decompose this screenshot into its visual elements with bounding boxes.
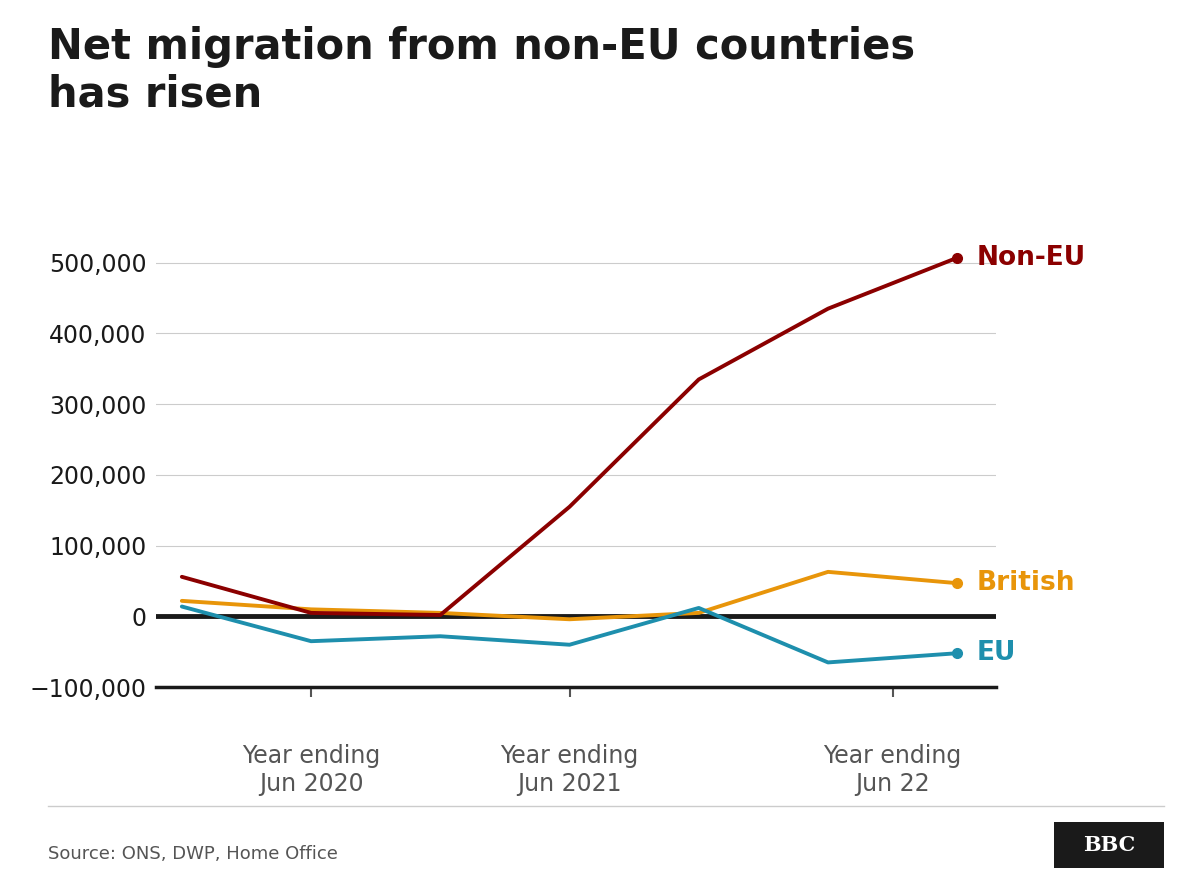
- Text: Non-EU: Non-EU: [977, 245, 1086, 270]
- Text: BBC: BBC: [1082, 835, 1135, 855]
- Text: Net migration from non-EU countries
has risen: Net migration from non-EU countries has …: [48, 26, 916, 115]
- Text: EU: EU: [977, 640, 1016, 666]
- Text: Year ending
Jun 2020: Year ending Jun 2020: [242, 744, 380, 796]
- Text: British: British: [977, 570, 1075, 596]
- Text: Year ending
Jun 2021: Year ending Jun 2021: [500, 744, 638, 796]
- Text: Source: ONS, DWP, Home Office: Source: ONS, DWP, Home Office: [48, 846, 338, 863]
- Text: Year ending
Jun 22: Year ending Jun 22: [823, 744, 961, 796]
